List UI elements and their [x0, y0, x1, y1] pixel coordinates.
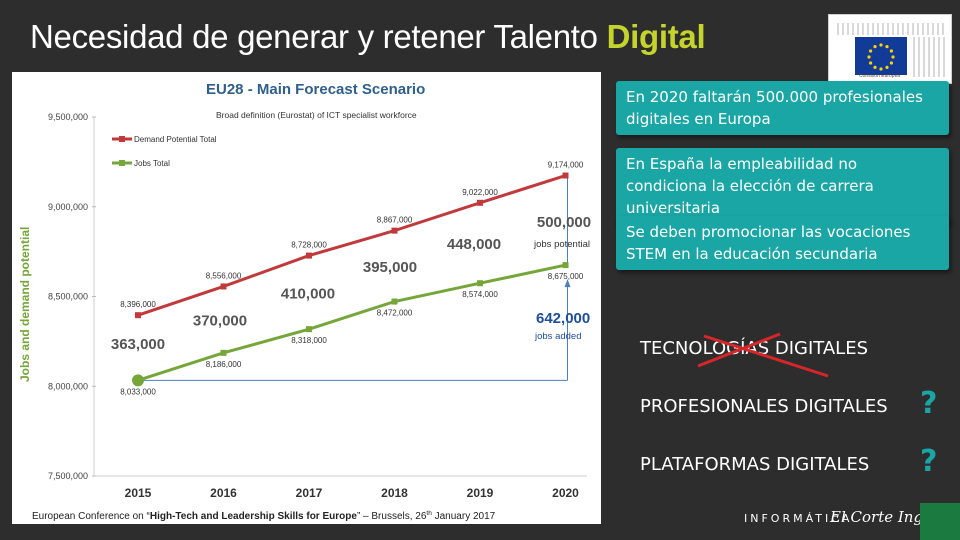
data-point	[391, 227, 398, 234]
gap-label: 370,000	[193, 313, 247, 330]
gap-label: 410,000	[281, 285, 335, 302]
series-line-demand	[137, 174, 566, 317]
chart-legend: Demand Potential Total Jobs Total	[112, 135, 217, 168]
logo-caption: Comisión Europea	[859, 73, 901, 79]
added-value: 642,000	[536, 310, 590, 327]
eu-flag-icon	[855, 37, 907, 75]
gap-label: 500,000	[537, 214, 591, 231]
x-tick-label: 2016	[210, 486, 237, 500]
data-point	[306, 326, 312, 333]
title-highlight: Digital	[606, 18, 706, 55]
series-line-jobs	[137, 263, 566, 382]
question-mark-2: ?	[920, 444, 938, 479]
y-tick-label: 9,000,000	[48, 202, 88, 212]
data-label: 8,472,000	[377, 309, 413, 318]
data-point	[220, 283, 227, 290]
european-commission-logo: Comisión Europea	[828, 14, 952, 84]
note-3: Se deben promocionar las vocaciones STEM…	[616, 216, 949, 270]
logo-building-lines-right	[913, 37, 945, 77]
data-point	[135, 312, 141, 319]
chart-footer: European Conference on “High-Tech and Le…	[32, 510, 496, 522]
data-label: 9,022,000	[462, 188, 498, 197]
data-label: 9,174,000	[548, 161, 584, 170]
added-caption: jobs added	[534, 331, 581, 342]
data-label: 8,867,000	[377, 216, 413, 225]
title-main: Necesidad de generar y retener Talento	[30, 18, 607, 55]
data-label: 8,728,000	[291, 241, 327, 250]
y-tick-label: 8,000,000	[48, 381, 88, 391]
x-tick-label: 2017	[296, 486, 323, 500]
data-point	[562, 172, 569, 179]
keyword-plataformas: PLATAFORMAS DIGITALES	[640, 454, 870, 475]
legend-jobs: Jobs Total	[134, 159, 170, 168]
data-point	[306, 252, 312, 259]
data-point	[477, 199, 483, 206]
data-label: 8,318,000	[291, 336, 327, 345]
footer-informatica: INFORMÁTICA	[744, 512, 853, 525]
y-tick-label: 9,500,000	[48, 112, 88, 122]
gap-500-caption: jobs potential	[533, 239, 590, 250]
data-point	[562, 262, 569, 269]
cross-out-mark	[697, 332, 829, 378]
x-tick-label: 2020	[552, 486, 579, 500]
chart-subtitle: Broad definition (Eurostat) of ICT speci…	[216, 110, 417, 120]
y-tick-label: 7,500,000	[48, 471, 88, 481]
chart-title: EU28 - Main Forecast Scenario	[206, 81, 425, 98]
gap-label: 395,000	[363, 259, 417, 276]
x-tick-label: 2019	[467, 486, 494, 500]
gap-label: 448,000	[447, 236, 501, 253]
footer-el-corte-ingles-logo: El Corte Inglés	[830, 508, 945, 526]
y-tick-label: 8,500,000	[48, 292, 88, 302]
footer-green-block	[920, 503, 960, 540]
data-point	[391, 298, 398, 305]
slide-title: Necesidad de generar y retener Talento D…	[30, 18, 706, 56]
data-point	[132, 374, 144, 387]
x-tick-label: 2015	[125, 486, 152, 500]
jobs-added-arrowhead	[564, 279, 571, 288]
question-mark-1: ?	[920, 386, 938, 421]
data-label: 8,675,000	[548, 272, 584, 281]
forecast-chart: EU28 - Main Forecast Scenario Broad defi…	[12, 72, 601, 524]
data-label: 8,396,000	[120, 300, 156, 309]
gap-label: 363,000	[111, 336, 165, 353]
data-label: 8,186,000	[206, 360, 242, 369]
data-point	[220, 349, 227, 356]
keyword-profesionales: PROFESIONALES DIGITALES	[640, 396, 888, 417]
keyword-tecnologias: TECNOLOGÍAS DIGITALES	[640, 338, 869, 359]
x-tick-label: 2018	[381, 486, 408, 500]
data-label: 8,033,000	[120, 387, 156, 396]
data-label: 8,556,000	[206, 271, 242, 280]
logo-building-lines	[837, 23, 945, 35]
note-2: En España la empleabilidad no condiciona…	[616, 148, 949, 224]
data-point	[477, 280, 483, 287]
legend-demand: Demand Potential Total	[134, 135, 217, 144]
chart-ylabel: Jobs and demand potential	[18, 227, 32, 382]
data-label: 8,574,000	[462, 290, 498, 299]
note-1: En 2020 faltarán 500.000 profesionales d…	[616, 81, 949, 135]
